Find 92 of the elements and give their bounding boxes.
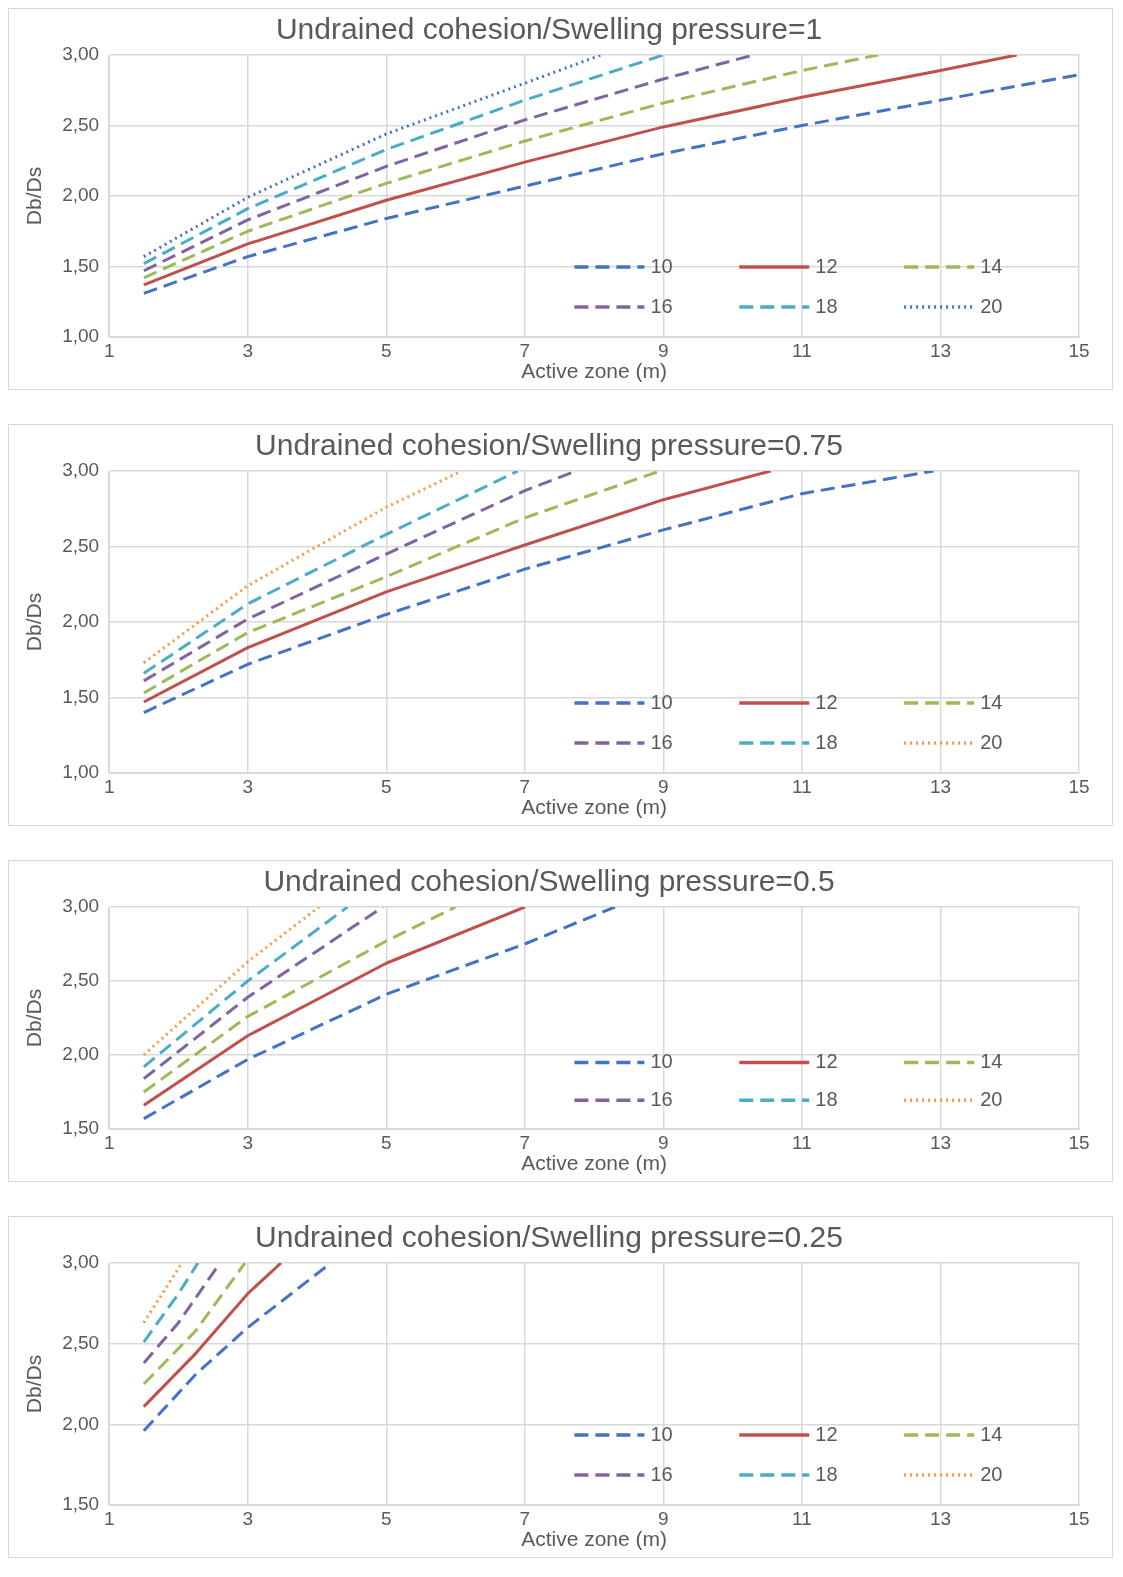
x-tick-label: 11 — [792, 775, 812, 797]
y-tick-label: 2,50 — [62, 969, 100, 991]
y-tick-label: 3,00 — [62, 43, 100, 65]
x-tick-label: 11 — [792, 1131, 812, 1153]
legend-label: 20 — [980, 1462, 1003, 1485]
y-tick-label: 2,50 — [62, 113, 100, 135]
chart-title: Undrained cohesion/Swelling pressure=0.25 — [255, 1220, 843, 1254]
legend-label: 10 — [650, 1049, 673, 1072]
legend-label: 12 — [815, 1422, 838, 1445]
chart-title: Undrained cohesion/Swelling pressure=0.75 — [255, 428, 843, 462]
y-axis-title: Db/Ds — [22, 1354, 46, 1414]
legend-label: 16 — [650, 1462, 673, 1485]
x-tick-label: 11 — [792, 1507, 812, 1529]
legend-label: 18 — [815, 1462, 838, 1485]
y-tick-label: 1,50 — [62, 254, 100, 276]
legend-label: 20 — [980, 730, 1003, 753]
chart-title: Undrained cohesion/Swelling pressure=0.5 — [263, 864, 835, 898]
legend-label: 14 — [980, 1422, 1003, 1445]
x-tick-label: 7 — [519, 339, 531, 361]
line-series — [142, 907, 458, 1094]
x-tick-label: 11 — [792, 339, 812, 361]
y-tick-label: 2,00 — [62, 1043, 100, 1065]
x-tick-label: 7 — [519, 775, 531, 797]
x-tick-label: 7 — [519, 1131, 531, 1153]
legend-label: 10 — [650, 690, 673, 713]
x-axis-title: Active zone (m) — [521, 1527, 668, 1551]
legend-label: 18 — [815, 730, 838, 753]
x-tick-label: 5 — [380, 775, 392, 797]
y-axis-title: Db/Ds — [22, 988, 46, 1048]
y-tick-label: 2,00 — [62, 1412, 100, 1434]
x-tick-label: 1 — [103, 1131, 115, 1153]
legend-label: 12 — [815, 690, 838, 713]
y-tick-label: 2,50 — [62, 1331, 100, 1353]
x-tick-label: 1 — [103, 1507, 115, 1529]
y-tick-label: 2,50 — [62, 534, 100, 556]
x-tick-label: 3 — [242, 1131, 254, 1153]
x-tick-label: 13 — [929, 339, 952, 361]
x-tick-label: 15 — [1068, 1131, 1090, 1153]
legend-label: 14 — [980, 690, 1003, 713]
x-tick-label: 3 — [242, 339, 254, 361]
x-tick-label: 5 — [380, 339, 392, 361]
x-tick-label: 13 — [929, 1131, 952, 1153]
x-tick-label: 15 — [1068, 775, 1090, 797]
legend-label: 20 — [980, 1087, 1003, 1110]
x-tick-label: 15 — [1068, 339, 1090, 361]
y-tick-label: 1,00 — [62, 325, 100, 347]
x-tick-label: 9 — [658, 1131, 669, 1153]
y-tick-label: 3,00 — [62, 459, 100, 481]
x-tick-label: 3 — [242, 775, 254, 797]
legend-label: 16 — [650, 1087, 673, 1110]
chart-title: Undrained cohesion/Swelling pressure=1 — [275, 12, 823, 46]
x-tick-label: 15 — [1068, 1507, 1090, 1529]
x-tick-label: 9 — [658, 339, 669, 361]
legend-label: 14 — [980, 254, 1003, 277]
legend-label: 16 — [650, 730, 673, 753]
line-series — [142, 471, 520, 675]
legend-label: 18 — [815, 1087, 838, 1110]
x-axis-title: Active zone (m) — [521, 795, 668, 819]
x-tick-label: 5 — [380, 1507, 392, 1529]
legend-label: 18 — [815, 294, 838, 317]
legend-label: 20 — [980, 294, 1003, 317]
y-tick-label: 1,50 — [62, 685, 100, 707]
y-tick-label: 3,00 — [62, 1251, 100, 1273]
y-tick-label: 1,50 — [62, 1493, 100, 1515]
line-series — [142, 55, 880, 280]
legend-label: 12 — [815, 254, 838, 277]
x-tick-label: 9 — [658, 775, 669, 797]
y-axis-title: Db/Ds — [22, 166, 46, 226]
legend-label: 10 — [650, 1422, 673, 1445]
x-tick-label: 3 — [242, 1507, 254, 1529]
y-tick-label: 3,00 — [62, 895, 100, 917]
x-axis-title: Active zone (m) — [521, 359, 668, 383]
y-axis-title: Db/Ds — [22, 592, 46, 652]
x-tick-label: 7 — [519, 1507, 531, 1529]
legend-label: 10 — [650, 254, 673, 277]
x-tick-label: 1 — [103, 339, 115, 361]
x-tick-label: 1 — [103, 775, 115, 797]
y-tick-label: 1,50 — [62, 1117, 100, 1139]
line-series — [142, 73, 1079, 295]
x-tick-label: 5 — [380, 1131, 392, 1153]
legend-label: 12 — [815, 1049, 838, 1072]
legend-label: 14 — [980, 1049, 1003, 1072]
line-series — [142, 907, 617, 1121]
y-tick-label: 2,00 — [62, 184, 100, 206]
y-tick-label: 1,00 — [62, 761, 100, 783]
line-series — [142, 471, 936, 715]
x-tick-label: 13 — [929, 775, 952, 797]
x-axis-title: Active zone (m) — [521, 1151, 668, 1175]
legend-label: 16 — [650, 294, 673, 317]
y-tick-label: 2,00 — [62, 610, 100, 632]
x-tick-label: 9 — [658, 1507, 669, 1529]
x-tick-label: 13 — [929, 1507, 952, 1529]
